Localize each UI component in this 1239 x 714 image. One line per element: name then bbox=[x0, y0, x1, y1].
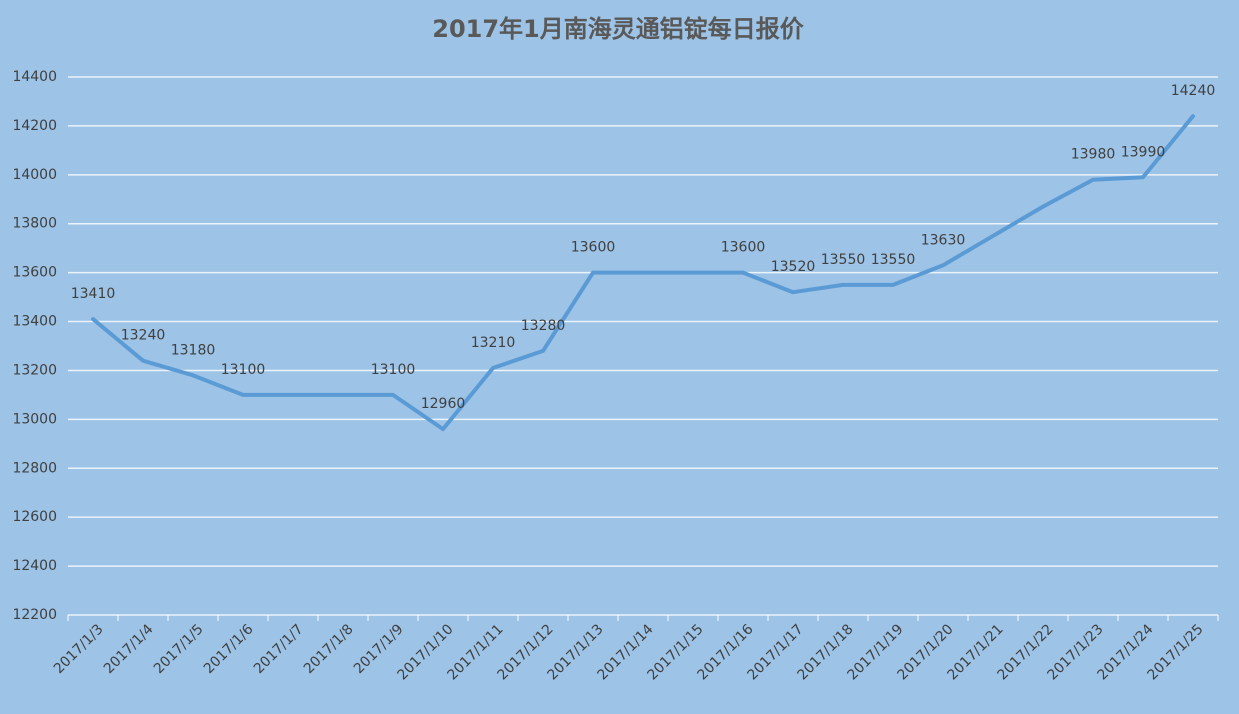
y-tick-label: 14200 bbox=[12, 118, 57, 134]
y-tick-label: 12800 bbox=[12, 460, 57, 476]
data-label: 13630 bbox=[921, 232, 966, 248]
y-tick-label: 13400 bbox=[12, 314, 57, 330]
data-line bbox=[91, 114, 1195, 432]
data-label: 13600 bbox=[721, 240, 766, 256]
data-label: 13280 bbox=[521, 318, 566, 334]
data-label: 13980 bbox=[1071, 147, 1116, 163]
data-label: 13550 bbox=[871, 252, 916, 268]
data-label: 13100 bbox=[221, 362, 266, 378]
y-tick-label: 13600 bbox=[12, 265, 57, 281]
data-label: 13990 bbox=[1121, 144, 1166, 160]
data-label: 14240 bbox=[1171, 83, 1216, 99]
y-tick-label: 13200 bbox=[12, 362, 57, 378]
data-label: 13600 bbox=[571, 240, 616, 256]
data-label: 13520 bbox=[771, 259, 816, 275]
y-tick-label: 13800 bbox=[12, 216, 57, 232]
y-tick-label: 14400 bbox=[12, 69, 57, 85]
data-label: 13180 bbox=[171, 342, 216, 358]
data-label: 13550 bbox=[821, 252, 866, 268]
y-tick-label: 12400 bbox=[12, 558, 57, 574]
data-label: 13100 bbox=[371, 362, 416, 378]
data-label: 13210 bbox=[471, 335, 516, 351]
y-tick-label: 14000 bbox=[12, 167, 57, 183]
data-label: 13410 bbox=[71, 286, 116, 302]
y-tick-label: 12200 bbox=[12, 607, 57, 623]
chart-title: 2017年1月南海灵通铝锭每日报价 bbox=[432, 15, 804, 43]
data-label: 13240 bbox=[121, 328, 166, 344]
y-tick-label: 13000 bbox=[12, 411, 57, 427]
y-tick-label: 12600 bbox=[12, 509, 57, 525]
data-label: 12960 bbox=[421, 396, 466, 412]
